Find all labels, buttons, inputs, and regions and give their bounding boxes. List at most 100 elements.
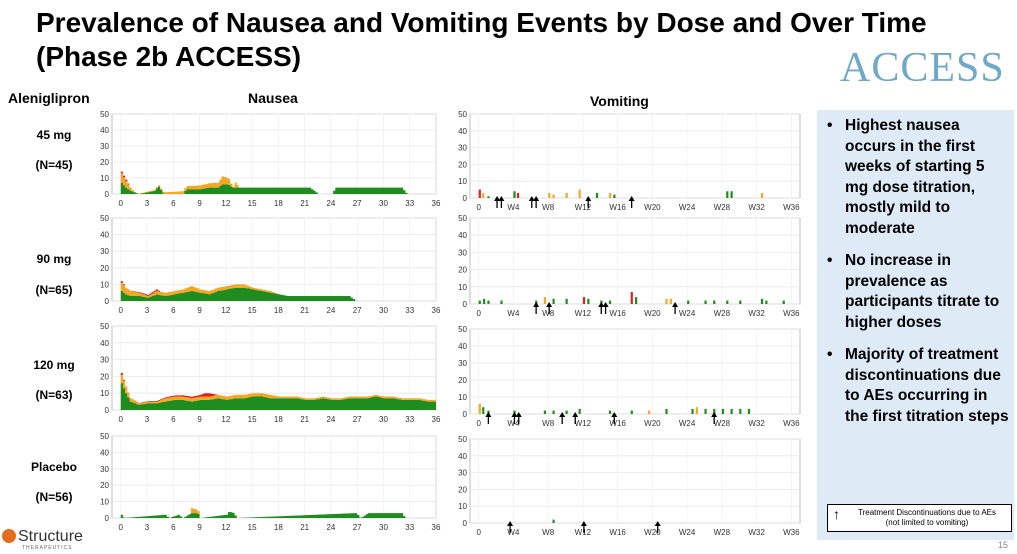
arrow-head bbox=[507, 521, 514, 526]
x-tick-label: W8 bbox=[542, 203, 555, 212]
y-tick-label: 20 bbox=[100, 481, 109, 490]
arrow-head bbox=[602, 302, 609, 307]
x-tick-label: W16 bbox=[609, 203, 626, 212]
series-moderate bbox=[120, 282, 279, 298]
vomiting-bar-mild bbox=[513, 191, 516, 198]
x-tick-label: 21 bbox=[300, 523, 309, 532]
up-arrow-icon: ↑ bbox=[833, 506, 840, 522]
vomiting-chart-120: 0 10 20 30 40 50 0 W4 W8 W12 W16 W20 W24 W28 W32 W36 bbox=[446, 323, 806, 430]
series-mild bbox=[120, 287, 358, 301]
x-tick-label: 30 bbox=[379, 199, 388, 208]
y-tick-label: 50 bbox=[458, 325, 467, 334]
discontinuation-arrow-icon bbox=[611, 412, 618, 424]
y-tick-label: 50 bbox=[458, 435, 467, 444]
discontinuation-arrow-icon bbox=[628, 196, 635, 208]
vomiting-bar-mild bbox=[747, 408, 751, 414]
arrow-head bbox=[559, 412, 566, 417]
x-tick-label: W4 bbox=[507, 309, 520, 318]
x-tick-label: W28 bbox=[714, 528, 731, 537]
nausea-chart-45: 0 10 20 30 40 50 0 3 6 9 12 15 18 21 24 27 30 33 36 bbox=[88, 108, 442, 210]
x-tick-label: W36 bbox=[783, 203, 800, 212]
arrow-head bbox=[711, 412, 718, 417]
y-tick-label: 30 bbox=[458, 144, 467, 153]
vomiting-bar-mild bbox=[704, 408, 707, 414]
x-tick-label: 21 bbox=[300, 199, 309, 208]
x-tick-label: W20 bbox=[644, 528, 661, 537]
x-tick-label: W36 bbox=[783, 309, 800, 318]
arrow-head bbox=[654, 521, 661, 526]
series-moderate-area bbox=[120, 374, 436, 405]
x-tick-label: 0 bbox=[476, 203, 481, 212]
vomiting-bar-mild bbox=[552, 410, 555, 414]
discontinuation-arrow-icon bbox=[507, 521, 514, 533]
x-tick-label: 9 bbox=[197, 415, 202, 424]
vomiting-bar-mild bbox=[608, 410, 612, 414]
x-tick-label: 30 bbox=[379, 415, 388, 424]
brand-subtitle: THERAPEUTICS bbox=[22, 545, 73, 551]
x-tick-label: 15 bbox=[248, 523, 257, 532]
vomiting-bar-moderate bbox=[695, 407, 698, 414]
x-tick-label: W4 bbox=[507, 419, 520, 428]
x-tick-label: 6 bbox=[171, 306, 176, 315]
vomiting-bar-mild bbox=[487, 196, 490, 198]
y-tick-label: 30 bbox=[100, 247, 109, 256]
vomiting-chart-45: 0 10 20 30 40 50 0 W4 W8 W12 W16 W20 W24 W28 W32 W36 bbox=[446, 108, 806, 214]
series-severe bbox=[120, 373, 218, 404]
y-tick-label: 10 bbox=[458, 177, 467, 186]
vomiting-bar-severe bbox=[630, 291, 633, 304]
vomiting-bar-mild bbox=[713, 408, 716, 414]
vomiting-column-header: Vomiting bbox=[590, 93, 649, 109]
x-tick-label: 9 bbox=[197, 199, 202, 208]
discontinuation-arrow-icon bbox=[559, 412, 566, 424]
x-tick-label: W32 bbox=[748, 203, 765, 212]
discontinuation-arrow-icon bbox=[654, 521, 661, 533]
brand-name: Structure bbox=[18, 528, 83, 545]
dose-label-90: 90 mg bbox=[36, 252, 72, 266]
discontinuation-arrow-icon bbox=[602, 302, 609, 314]
x-tick-label: 3 bbox=[145, 306, 150, 315]
x-tick-label: W24 bbox=[679, 309, 696, 318]
series-group bbox=[120, 171, 408, 194]
series-severe-area bbox=[120, 171, 130, 185]
series-group bbox=[120, 281, 358, 301]
y-tick-label: 20 bbox=[100, 264, 109, 273]
x-tick-label: 36 bbox=[432, 415, 441, 424]
x-tick-label: W20 bbox=[644, 419, 661, 428]
x-tick-label: 0 bbox=[119, 306, 124, 315]
vomiting-bar-severe bbox=[516, 192, 520, 198]
vomiting-bar-mild bbox=[500, 300, 503, 304]
x-tick-label: W12 bbox=[575, 528, 592, 537]
x-tick-label: W8 bbox=[542, 419, 555, 428]
x-tick-label: 27 bbox=[353, 415, 362, 424]
y-tick-label: 40 bbox=[458, 127, 467, 136]
y-tick-label: 50 bbox=[458, 110, 467, 119]
discontinuation-arrow-icon bbox=[672, 302, 679, 314]
arrow-head bbox=[494, 196, 501, 201]
series-moderate-area bbox=[120, 282, 279, 298]
x-tick-label: W4 bbox=[507, 203, 520, 212]
y-tick-label: 50 bbox=[100, 322, 109, 331]
series-mild-area bbox=[120, 182, 408, 194]
x-tick-label: 15 bbox=[248, 306, 257, 315]
vomiting-bar-mild bbox=[478, 300, 481, 304]
arrow-head bbox=[628, 196, 635, 201]
x-tick-label: W20 bbox=[644, 309, 661, 318]
x-tick-label: 6 bbox=[171, 199, 176, 208]
n-label-placebo: (N=56) bbox=[35, 490, 73, 504]
vomiting-bar-mild bbox=[704, 300, 707, 304]
arrow-head bbox=[528, 196, 535, 201]
x-tick-label: 12 bbox=[221, 523, 230, 532]
nausea-chart-120: 0 10 20 30 40 50 0 3 6 9 12 15 18 21 24 27 30 33 36 bbox=[88, 320, 442, 426]
n-label-120: (N=63) bbox=[35, 388, 73, 402]
x-tick-label: 36 bbox=[432, 306, 441, 315]
vomiting-bar-severe bbox=[478, 189, 481, 198]
x-tick-label: 33 bbox=[405, 306, 414, 315]
x-tick-label: 0 bbox=[119, 523, 124, 532]
y-tick-label: 40 bbox=[100, 448, 109, 457]
x-tick-label: 36 bbox=[432, 523, 441, 532]
x-tick-label: 0 bbox=[476, 528, 481, 537]
y-tick-label: 10 bbox=[100, 280, 109, 289]
x-tick-label: 21 bbox=[300, 415, 309, 424]
discontinuation-arrow-icon bbox=[528, 196, 535, 208]
vomiting-bar-mild bbox=[782, 300, 785, 304]
